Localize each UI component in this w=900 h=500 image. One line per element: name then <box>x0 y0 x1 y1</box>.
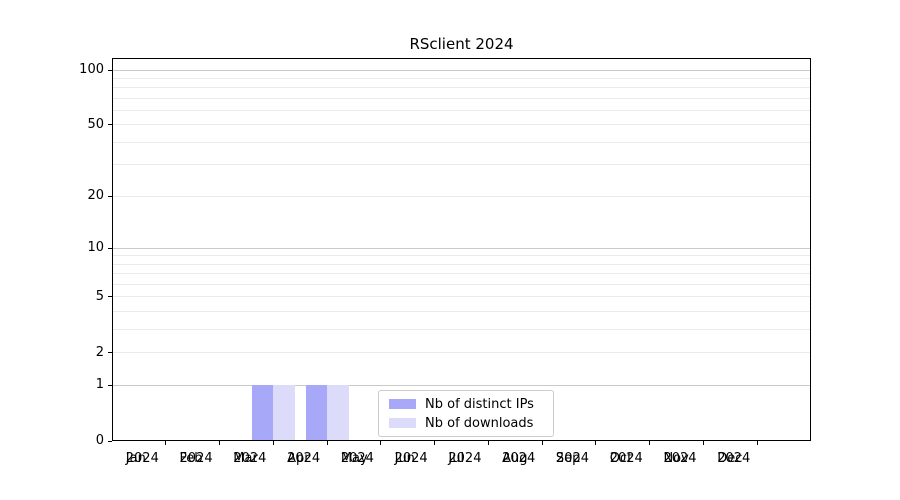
gridline-major <box>112 69 811 71</box>
gridline-minor <box>112 284 811 286</box>
y-tick-mark <box>108 384 112 386</box>
gridline-minor <box>112 311 811 313</box>
y-tick-label: 5 <box>95 288 104 304</box>
y-tick-label: 1 <box>95 377 104 393</box>
legend-label-downloads: Nb of downloads <box>425 415 534 431</box>
x-tick-mark <box>380 441 382 445</box>
bar-distinct-ips <box>251 385 274 440</box>
gridline-minor <box>112 87 811 89</box>
legend: Nb of distinct IPs Nb of downloads <box>378 390 554 437</box>
chart-title: RSclient 2024 <box>409 35 514 53</box>
gridline-minor <box>112 77 811 79</box>
x-tick-mark <box>487 441 489 445</box>
y-tick-label: 2 <box>95 344 104 360</box>
gridline-minor <box>112 195 811 197</box>
x-tick-mark <box>219 441 221 445</box>
x-tick-mark <box>326 441 328 445</box>
gridline-minor <box>112 263 811 265</box>
plot-area <box>112 58 811 441</box>
gridline-minor <box>112 97 811 99</box>
y-tick-mark <box>108 124 112 126</box>
gridline-minor <box>112 124 811 126</box>
gridline-major <box>112 384 811 386</box>
y-tick-mark <box>108 69 112 71</box>
gridline-major <box>112 247 811 249</box>
x-tick-mark <box>272 441 274 445</box>
gridline-minor <box>112 255 811 257</box>
gridline-minor <box>112 329 811 331</box>
y-tick-label: 10 <box>87 240 104 256</box>
x-tick-mark <box>649 441 651 445</box>
x-tick-mark <box>165 441 167 445</box>
x-tick-mark <box>595 441 597 445</box>
x-tick-mark <box>702 441 704 445</box>
bar-distinct-ips <box>305 385 328 440</box>
gridline-minor <box>112 164 811 166</box>
y-tick-mark <box>108 296 112 298</box>
x-tick-mark <box>541 441 543 445</box>
y-tick-mark <box>108 352 112 354</box>
bar-downloads <box>273 385 295 440</box>
gridline-minor <box>112 296 811 298</box>
gridline-minor <box>112 273 811 275</box>
y-tick-label: 20 <box>87 188 104 204</box>
bar-downloads <box>327 385 349 440</box>
gridline-minor <box>112 352 811 354</box>
gridline-minor <box>112 141 811 143</box>
legend-label-distinct-ips: Nb of distinct IPs <box>425 396 534 412</box>
y-tick-label: 0 <box>95 433 104 448</box>
gridline-minor <box>112 110 811 112</box>
y-tick-label: 50 <box>87 116 104 132</box>
y-tick-mark <box>108 440 112 442</box>
y-tick-mark <box>108 195 112 197</box>
x-tick-mark <box>756 441 758 445</box>
y-tick-mark <box>108 247 112 249</box>
legend-swatch-distinct-ips-icon <box>389 399 416 409</box>
legend-entry-downloads: Nb of downloads <box>387 416 545 431</box>
y-tick-label: 100 <box>79 62 104 77</box>
legend-swatch-downloads-icon <box>389 418 416 428</box>
x-tick-mark <box>434 441 436 445</box>
legend-entry-distinct-ips: Nb of distinct IPs <box>387 397 545 412</box>
